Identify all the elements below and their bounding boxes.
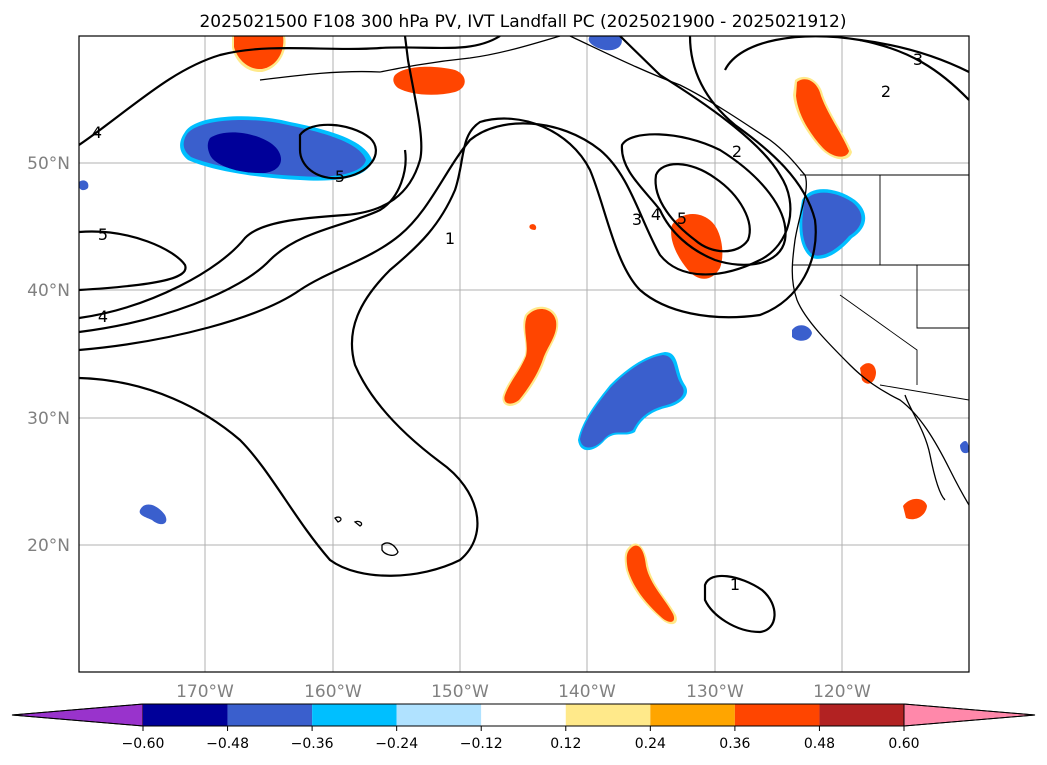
contour-5-west <box>79 230 187 292</box>
contour-4-north <box>79 36 501 146</box>
contour-2-northeast <box>724 36 969 101</box>
colorbar-tick-label: 0.48 <box>804 736 835 752</box>
border-ca-nv <box>839 294 918 385</box>
contour-3-main <box>79 149 407 334</box>
contour-label: 4 <box>651 205 661 224</box>
figure-title: 2025021500 F108 300 hPa PV, IVT Landfall… <box>199 12 846 32</box>
colorbar-tick-label: 0.60 <box>888 736 919 752</box>
contour-1-south <box>703 574 776 634</box>
lat-label-50n: 50°N <box>27 154 70 174</box>
lon-label-140w: 140°W <box>558 682 616 702</box>
colorbar-tick-label: −0.36 <box>291 736 334 752</box>
colorbar-segment <box>312 704 397 726</box>
map-frame <box>78 35 970 673</box>
island-hawaii <box>381 542 399 556</box>
contour-3-northeast <box>859 38 969 73</box>
negative-anomaly-mexico <box>960 440 969 454</box>
colorbar-tick-label: −0.24 <box>375 736 418 752</box>
negative-anomaly-gulf-alaska <box>588 36 622 51</box>
colorbar-extend-min <box>11 703 144 727</box>
contour-label: 5 <box>335 167 345 186</box>
shaded-anomalies <box>79 36 969 625</box>
lon-label-130w: 130°W <box>686 682 744 702</box>
colorbar-tick-label: 0.36 <box>719 736 750 752</box>
colorbar-segment <box>396 704 482 726</box>
positive-anomaly-bc <box>796 79 849 157</box>
colorbar-segment <box>143 704 228 726</box>
colorbar-segment <box>481 704 566 726</box>
map-panel: 4 5 5 4 1 3 4 5 2 2 3 1 <box>78 35 970 673</box>
contour-label: 4 <box>92 123 102 142</box>
coastline-aleutians <box>259 36 561 81</box>
negative-anomaly-california-small <box>792 325 812 341</box>
positive-anomaly-south <box>626 545 675 622</box>
contour-label: 1 <box>730 575 740 594</box>
negative-anomaly-hawaii <box>139 504 167 525</box>
colorbar-segment <box>565 704 651 726</box>
contour-label: 2 <box>881 82 891 101</box>
positive-anomaly-tiny <box>529 224 537 230</box>
colorbar: −0.60 −0.48 −0.36 −0.24 −0.12 0.12 0.24 0.36 0.4… <box>11 703 1036 752</box>
border-nv-ut <box>916 265 969 329</box>
coastlines <box>259 36 969 556</box>
colorbar-tick-label: −0.12 <box>460 736 503 752</box>
contour-label: 1 <box>445 229 455 248</box>
colorbar-tick-label: −0.60 <box>122 736 165 752</box>
colorbar-segment <box>819 704 904 726</box>
contour-label: 5 <box>677 209 687 228</box>
island-maui <box>353 520 363 527</box>
contour-label: 2 <box>732 142 742 161</box>
contour-4-main <box>79 36 423 320</box>
contour-label: 3 <box>913 50 923 69</box>
negative-anomaly-oregon <box>802 192 862 256</box>
positive-anomaly-socal <box>860 363 876 384</box>
lat-label-20n: 20°N <box>27 536 70 556</box>
island-oahu <box>334 516 342 523</box>
positive-anomaly-bering <box>234 36 284 70</box>
coastline-baja <box>904 394 946 501</box>
colorbar-segment <box>650 704 735 726</box>
longitude-labels: 170°W 160°W 150°W 140°W 130°W 120°W <box>176 682 871 702</box>
contour-labels: 4 5 5 4 1 3 4 5 2 2 3 1 <box>92 50 923 594</box>
pv-contours <box>79 36 969 634</box>
lat-label-40n: 40°N <box>27 281 70 301</box>
contour-label: 5 <box>98 225 108 244</box>
colorbar-extend-max <box>903 703 1036 727</box>
lon-label-120w: 120°W <box>813 682 871 702</box>
contour-2-main <box>79 36 792 352</box>
negative-anomaly-subtropical <box>580 355 684 448</box>
contour-5-closed <box>298 123 377 180</box>
contour-label: 3 <box>632 210 642 229</box>
lon-label-150w: 150°W <box>431 682 489 702</box>
negative-anomaly-west-edge <box>79 180 89 191</box>
contour-1-main <box>79 36 817 577</box>
contour-label: 4 <box>98 307 108 326</box>
coastline-north-america <box>569 36 969 506</box>
contour-3-closed <box>620 133 787 266</box>
positive-anomaly-baja <box>903 498 927 520</box>
contour-4-closed <box>654 163 751 253</box>
colorbar-tick-label: 0.12 <box>550 736 581 752</box>
positive-anomaly-central <box>504 308 557 404</box>
lon-label-170w: 170°W <box>176 682 234 702</box>
colorbar-tick-label: 0.24 <box>635 736 666 752</box>
colorbar-tick-label: −0.48 <box>206 736 249 752</box>
lon-label-160w: 160°W <box>304 682 362 702</box>
border-us-mexico <box>879 384 969 401</box>
strong-negative-anomaly-core <box>207 132 282 174</box>
latitude-labels: 50°N 40°N 30°N 20°N <box>27 154 70 556</box>
colorbar-segment <box>734 704 820 726</box>
colorbar-segment <box>227 704 313 726</box>
lat-label-30n: 30°N <box>27 409 70 429</box>
positive-anomaly-aleutian <box>393 66 465 95</box>
